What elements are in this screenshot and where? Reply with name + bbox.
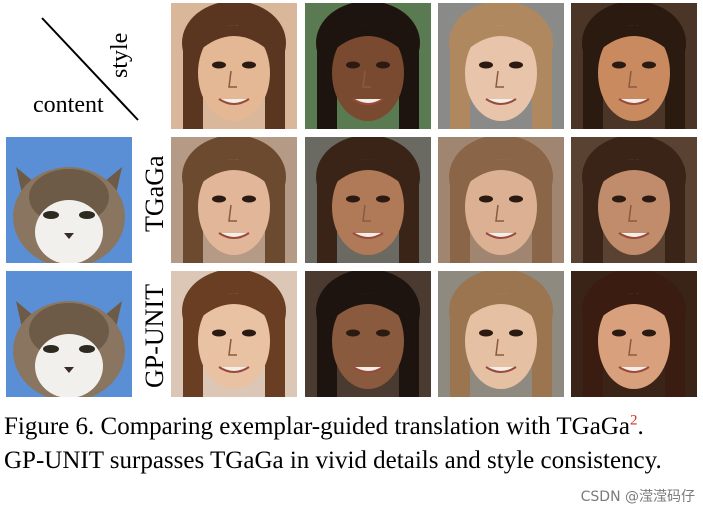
face-image-gpunit-2: [305, 271, 431, 397]
portrait-image: [305, 137, 431, 263]
portrait-image: [438, 3, 564, 129]
cat-image: [6, 271, 132, 397]
figure-caption: Figure 6. Comparing exemplar-guided tran…: [4, 410, 703, 478]
portrait-image: [305, 3, 431, 129]
portrait-image: [171, 137, 297, 263]
portrait-image: [171, 271, 297, 397]
face-image-tgaga-2: [305, 137, 431, 263]
portrait-image: [571, 137, 697, 263]
face-image-gpunit-1: [171, 271, 297, 397]
watermark: CSDN @滢滢码仔: [580, 489, 695, 505]
caption-line-2: GP-UNIT surpasses TGaGa in vivid details…: [4, 447, 662, 474]
row-label-tgaga: TGaGa: [140, 155, 169, 232]
face-image-tgaga-4: [571, 137, 697, 263]
content-cat-image-gpunit: [6, 271, 132, 397]
portrait-image: [438, 137, 564, 263]
face-image-gpunit-4: [571, 271, 697, 397]
portrait-image: [571, 3, 697, 129]
header-corner-cell: style content: [0, 0, 165, 130]
face-image-style-1: [171, 3, 297, 129]
cat-image: [6, 137, 132, 263]
style-axis-label: style: [107, 32, 133, 78]
face-image-gpunit-3: [438, 271, 564, 397]
diagonal-divider: [41, 17, 139, 121]
face-image-tgaga-3: [438, 137, 564, 263]
content-cat-image-tgaga: [6, 137, 132, 263]
portrait-image: [438, 271, 564, 397]
portrait-image: [571, 271, 697, 397]
portrait-image: [305, 271, 431, 397]
portrait-image: [171, 3, 297, 129]
face-image-style-3: [438, 3, 564, 129]
face-image-tgaga-1: [171, 137, 297, 263]
footnote-marker[interactable]: 2: [629, 412, 638, 429]
face-image-style-4: [571, 3, 697, 129]
content-axis-label: content: [33, 92, 104, 118]
row-label-gpunit: GP-UNIT: [140, 284, 169, 388]
caption-line-1: Figure 6. Comparing exemplar-guided tran…: [4, 412, 644, 440]
face-image-style-2: [305, 3, 431, 129]
